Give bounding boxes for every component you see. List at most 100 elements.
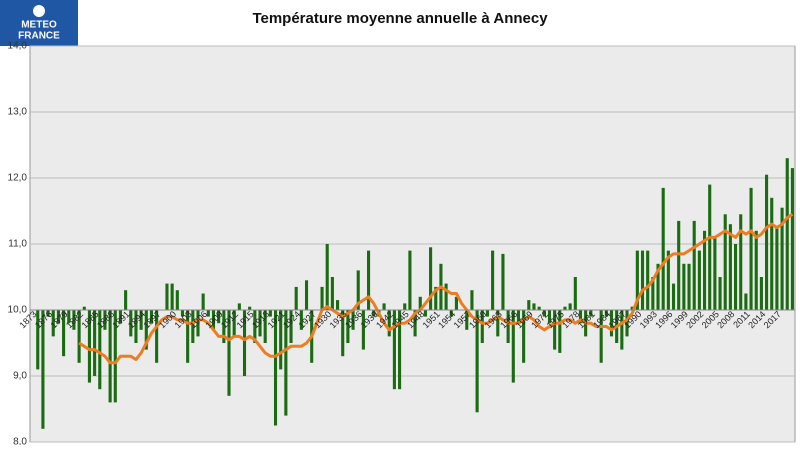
bar <box>744 293 748 310</box>
bar <box>630 306 634 310</box>
bar <box>775 227 779 310</box>
bar <box>558 310 562 353</box>
bar <box>134 310 138 343</box>
bar <box>341 310 345 357</box>
bar <box>682 263 686 310</box>
y-tick-label: 13,0 <box>8 107 28 118</box>
bar <box>186 310 190 363</box>
bar <box>124 290 128 310</box>
bar <box>87 310 91 383</box>
bar <box>444 283 448 310</box>
bar <box>273 310 278 426</box>
bar <box>480 310 484 343</box>
bar <box>46 310 50 317</box>
bar <box>418 296 422 310</box>
bar <box>434 286 438 310</box>
bar <box>361 310 365 350</box>
bar <box>77 310 81 363</box>
bar <box>749 187 753 310</box>
bar <box>248 306 252 310</box>
bar <box>217 310 221 324</box>
bar <box>118 310 123 324</box>
bar <box>708 184 712 310</box>
bar <box>403 303 407 310</box>
bar <box>640 250 645 310</box>
bar <box>108 310 112 403</box>
bar <box>604 310 608 317</box>
bar <box>398 310 402 390</box>
bar <box>299 310 303 330</box>
bar <box>692 220 696 310</box>
bar <box>330 277 334 310</box>
bar <box>522 310 526 363</box>
bar <box>211 310 216 330</box>
bar <box>734 244 738 310</box>
bar <box>320 286 324 310</box>
bar <box>103 310 107 330</box>
bar <box>723 214 727 310</box>
bar <box>765 174 769 310</box>
y-tick-label: 8,0 <box>13 437 27 445</box>
bar <box>387 310 391 337</box>
bar <box>501 253 505 310</box>
bar <box>206 310 210 317</box>
bar <box>351 310 355 330</box>
bar <box>201 293 205 310</box>
y-tick-label: 11,0 <box>8 239 27 250</box>
bar <box>279 310 283 370</box>
bar <box>697 250 701 310</box>
bar <box>98 310 102 390</box>
bar <box>532 303 536 310</box>
bar <box>336 300 340 310</box>
bar <box>367 250 371 310</box>
bar <box>139 310 143 330</box>
y-tick-label: 12,0 <box>8 173 28 184</box>
bar <box>392 310 396 390</box>
bar <box>289 310 293 343</box>
bar <box>304 280 309 310</box>
bar <box>790 168 794 310</box>
bar <box>496 310 500 337</box>
bar <box>232 310 236 337</box>
bar <box>470 290 474 310</box>
bar <box>41 310 45 429</box>
bar <box>423 310 427 317</box>
bar <box>62 310 66 357</box>
bar <box>170 283 174 310</box>
bar <box>635 250 639 310</box>
bar <box>563 306 567 310</box>
bar <box>196 310 200 337</box>
bar <box>687 263 691 310</box>
bar <box>475 310 479 413</box>
bar <box>372 310 376 317</box>
bar <box>759 277 763 310</box>
bar <box>677 220 681 310</box>
bar <box>661 187 665 310</box>
bar <box>625 310 629 337</box>
bar <box>408 250 412 310</box>
bar <box>599 310 603 363</box>
bar <box>780 207 784 310</box>
bar <box>268 310 272 317</box>
bar <box>537 306 541 310</box>
bar <box>149 310 154 324</box>
bar <box>728 224 732 310</box>
bar <box>718 277 722 310</box>
bar <box>346 310 350 343</box>
bar <box>568 303 572 310</box>
bar <box>294 286 298 310</box>
y-tick-label: 14,0 <box>8 41 28 52</box>
moving-average-line <box>78 213 794 365</box>
bar <box>36 310 40 370</box>
bar <box>113 310 117 403</box>
chart-title: Température moyenne annuelle à Annecy <box>252 10 548 27</box>
bar <box>284 310 288 416</box>
bar <box>356 270 360 310</box>
bar <box>263 310 267 343</box>
bar <box>542 310 546 317</box>
bar <box>82 306 86 310</box>
y-tick-label: 9,0 <box>13 371 27 382</box>
logo-text: METEO <box>21 20 57 31</box>
